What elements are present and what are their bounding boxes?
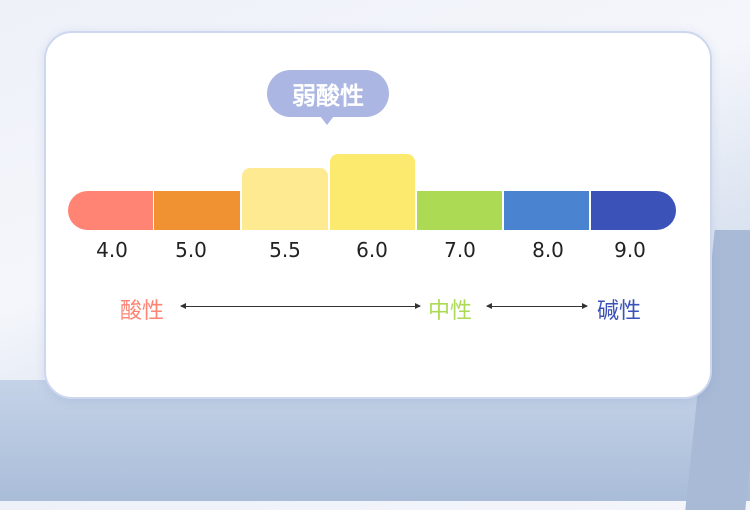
acidic-label: 酸性 [120, 299, 165, 324]
ph-label: 6.0 [356, 238, 388, 262]
ph-label: 9.0 [614, 238, 646, 262]
ph-label: 4.0 [96, 238, 128, 262]
alkaline-label: 碱性 [597, 299, 642, 324]
scale-segment-5.0 [154, 191, 240, 230]
ph-label: 5.5 [269, 238, 301, 262]
ph-label: 8.0 [532, 238, 564, 262]
scale-segment-4.0 [68, 191, 153, 230]
neutral-label: 中性 [428, 299, 473, 324]
scale-segment-9.0 [591, 191, 676, 230]
weak-acid-bubble: 弱酸性 [267, 70, 389, 125]
ph-label: 5.0 [175, 238, 207, 262]
background-shape [0, 380, 750, 501]
double-arrow-icon [180, 303, 421, 309]
scale-segment-8.0 [504, 191, 589, 230]
scale-segment-6.0 [330, 154, 415, 230]
ph-label: 7.0 [444, 238, 476, 262]
scale-segment-5.5 [242, 168, 328, 230]
double-arrow-icon [486, 303, 588, 309]
scale-segment-7.0 [417, 191, 502, 230]
